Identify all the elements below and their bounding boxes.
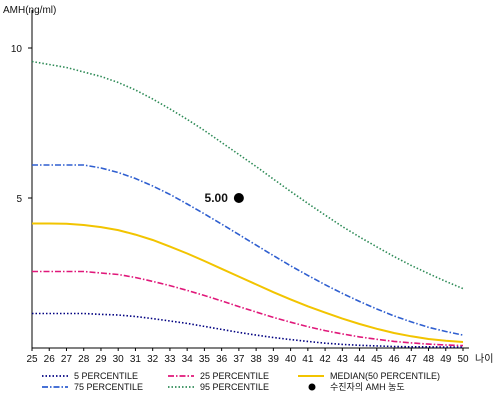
x-tick-label: 50 (457, 354, 469, 365)
series-line-3 (32, 164, 464, 336)
x-tick-label: 27 (61, 354, 73, 365)
x-tick-label: 48 (423, 354, 435, 365)
x-tick-label: 37 (233, 354, 245, 365)
x-tick-label: 25 (26, 354, 38, 365)
x-tick-label: 36 (216, 354, 228, 365)
x-tick-label: 40 (285, 354, 297, 365)
x-tick-label: 30 (113, 354, 125, 365)
legend-label-1: 25 PERCENTILE (200, 371, 269, 381)
x-tick-label: 41 (302, 354, 314, 365)
series-line-2 (32, 222, 464, 343)
x-tick-label: 31 (130, 354, 142, 365)
legend: 5 PERCENTILE 25 PERCENTILE MEDIAN(50 PERCE… (42, 371, 440, 392)
x-tick-label: 43 (337, 354, 349, 365)
y-axis-title: AMH(ng/ml) (3, 5, 56, 16)
series-line-4 (31, 60, 464, 290)
x-tick-label: 34 (182, 354, 194, 365)
x-tick-label: 39 (268, 354, 280, 365)
x-tick-label: 32 (147, 354, 159, 365)
legend-label-4: 95 PERCENTILE (200, 382, 269, 392)
legend-point-marker (308, 383, 316, 391)
series-line-0 (32, 312, 463, 348)
x-tick-label: 35 (199, 354, 211, 365)
x-tick-label: 29 (95, 354, 107, 365)
legend-label-2: MEDIAN(50 PERCENTILE) (330, 371, 440, 381)
x-tick-label: 28 (78, 354, 90, 365)
points-layer: 5.00 (205, 191, 244, 205)
data-point-label: 5.00 (205, 191, 229, 205)
legend-label-0: 5 PERCENTILE (74, 371, 138, 381)
x-tick-label: 44 (354, 354, 366, 365)
x-tick-label: 38 (251, 354, 263, 365)
x-tick-label: 45 (371, 354, 383, 365)
series-line-1 (32, 270, 464, 347)
x-tick-label: 33 (164, 354, 176, 365)
y-tick-label: 10 (11, 44, 23, 55)
x-tick-label: 49 (440, 354, 452, 365)
legend-label-3: 75 PERCENTILE (74, 382, 143, 392)
data-point-0 (233, 193, 244, 203)
x-tick-label: 47 (406, 354, 418, 365)
x-axis-title: 나이 (475, 353, 493, 365)
x-tick-label: 42 (320, 354, 332, 365)
y-tick-label: 5 (16, 194, 22, 205)
x-tick-label: 46 (388, 354, 400, 365)
axes: 5 10 25 26 27 28 29 30 31 32 33 34 35 36 37 38 39 40 41 42 4… (11, 10, 493, 365)
legend-label-point: 수진자의 AMH 농도 (330, 382, 405, 392)
x-tick-label: 26 (44, 354, 56, 365)
series-layer (31, 60, 464, 348)
